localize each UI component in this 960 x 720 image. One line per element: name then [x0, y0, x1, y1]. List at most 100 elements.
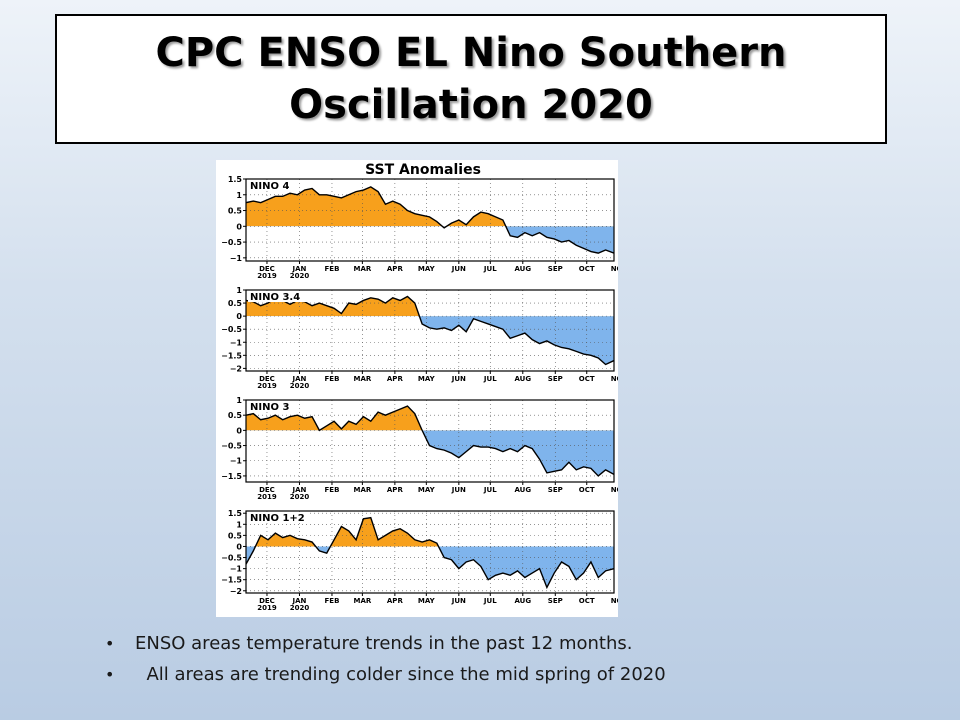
x-tick-label: JUL: [483, 597, 497, 605]
panel-label-bg: [248, 512, 310, 523]
panel-label: NINO 3: [250, 402, 289, 413]
x-tick-label: JAN: [292, 486, 307, 494]
chart-title: SST Anomalies: [365, 162, 481, 178]
bullet-dot: •: [105, 665, 115, 684]
x-tick-label: FEB: [325, 597, 340, 605]
x-tick-label: NOV: [611, 597, 618, 605]
x-tick-label: NOV: [611, 265, 618, 273]
x-tick-label: APR: [387, 375, 404, 383]
x-tick-label: MAY: [418, 486, 436, 494]
x-tick-label: JUN: [451, 375, 466, 383]
panel-frame: [245, 178, 615, 262]
x-tick-label: OCT: [579, 486, 595, 494]
x-tick-label: FEB: [325, 486, 340, 494]
x-tick-label: JUN: [451, 265, 466, 273]
panel-frame: [245, 510, 615, 594]
x-year-label: 2019: [257, 272, 277, 280]
x-tick-label: SEP: [548, 375, 563, 383]
y-tick-label: 0: [236, 542, 242, 551]
x-tick-label: MAY: [418, 375, 436, 383]
slide-title: CPC ENSO EL Nino Southern Oscillation 20…: [155, 30, 787, 128]
y-tick-label: −0.5: [221, 554, 242, 563]
x-tick-label: AUG: [514, 597, 531, 605]
y-tick-label: 1: [236, 520, 242, 529]
x-year-label: 2019: [257, 604, 277, 612]
x-year-label: 2019: [257, 493, 277, 501]
x-year-label: 2019: [257, 382, 277, 390]
bullet-item: • ENSO areas temperature trends in the pa…: [105, 628, 666, 659]
bullet-item: • All areas are trending colder since th…: [105, 659, 666, 690]
y-tick-label: 1: [236, 396, 242, 405]
y-tick-label: −1.5: [221, 351, 242, 360]
y-tick-label: 1: [236, 286, 242, 295]
x-tick-label: APR: [387, 265, 404, 273]
x-tick-label: JUL: [483, 375, 497, 383]
y-tick-label: 1: [236, 191, 242, 200]
panel-label: NINO 1+2: [250, 513, 305, 524]
x-tick-label: APR: [387, 486, 404, 494]
y-tick-label: −1: [230, 565, 243, 574]
y-tick-label: 0.5: [228, 299, 243, 308]
x-tick-label: MAR: [353, 375, 371, 383]
chart-svg: SST Anomalies 1.5 1 0.5 0 −0.5 −1 DEC JAN FEB MAR…: [221, 162, 618, 612]
x-tick-label: SEP: [548, 486, 563, 494]
title-box: CPC ENSO EL Nino Southern Oscillation 20…: [55, 14, 887, 144]
positive-anomaly-area: [246, 406, 614, 431]
x-year-label: 2020: [290, 493, 310, 501]
x-tick-label: NOV: [611, 486, 618, 494]
x-tick-label: MAR: [353, 597, 371, 605]
y-tick-label: 1.5: [228, 175, 243, 184]
x-tick-label: AUG: [514, 375, 531, 383]
x-year-label: 2020: [290, 272, 310, 280]
x-tick-label: JUL: [483, 265, 497, 273]
x-tick-label: FEB: [325, 265, 340, 273]
y-tick-label: 0: [236, 312, 242, 321]
panel-label-bg: [248, 180, 296, 191]
bullet-dot: •: [105, 634, 115, 653]
x-tick-label: JUN: [451, 597, 466, 605]
y-tick-label: −0.5: [221, 325, 242, 334]
bullet-list: • ENSO areas temperature trends in the pa…: [105, 628, 666, 690]
sst-anomalies-chart: SST Anomalies 1.5 1 0.5 0 −0.5 −1 DEC JAN FEB MAR…: [216, 160, 618, 617]
x-year-label: 2020: [290, 604, 310, 612]
x-tick-label: MAR: [353, 486, 371, 494]
x-tick-label: APR: [387, 597, 404, 605]
y-tick-label: 0: [236, 426, 242, 435]
x-tick-label: DEC: [259, 486, 275, 494]
y-tick-label: −2: [230, 364, 242, 373]
x-tick-label: DEC: [259, 597, 275, 605]
y-tick-label: −1: [230, 457, 243, 466]
y-tick-label: −0.5: [221, 238, 242, 247]
positive-anomaly-area: [246, 186, 506, 227]
y-tick-label: −2: [230, 587, 242, 596]
x-tick-label: JAN: [292, 375, 307, 383]
x-tick-label: JAN: [292, 265, 307, 273]
x-tick-label: DEC: [259, 265, 275, 273]
bullet-text: All areas are trending colder since the …: [135, 664, 666, 685]
anomaly-line: [246, 516, 614, 590]
y-tick-label: −1: [230, 338, 243, 347]
x-tick-label: OCT: [579, 265, 595, 273]
positive-anomaly-area: [246, 517, 614, 547]
y-tick-label: 1.5: [228, 509, 243, 518]
panel-label: NINO 3.4: [250, 292, 300, 303]
x-tick-label: SEP: [548, 597, 563, 605]
x-tick-label: AUG: [514, 265, 531, 273]
x-tick-label: JUL: [483, 486, 497, 494]
x-tick-label: OCT: [579, 597, 595, 605]
x-tick-label: SEP: [548, 265, 563, 273]
x-year-label: 2020: [290, 382, 310, 390]
bullet-text: ENSO areas temperature trends in the pas…: [135, 633, 633, 654]
y-tick-label: 0.5: [228, 411, 243, 420]
panel-frame: [245, 289, 615, 372]
x-tick-label: AUG: [514, 486, 531, 494]
anomaly-line: [246, 186, 614, 254]
negative-anomaly-area: [246, 226, 614, 254]
negative-anomaly-area: [246, 546, 614, 588]
panel-label-bg: [248, 401, 296, 412]
panel-frame: [245, 399, 615, 483]
x-tick-label: FEB: [325, 375, 340, 383]
y-tick-label: −0.5: [221, 442, 242, 451]
panel-label: NINO 4: [250, 181, 289, 192]
y-tick-label: 0: [236, 222, 242, 231]
